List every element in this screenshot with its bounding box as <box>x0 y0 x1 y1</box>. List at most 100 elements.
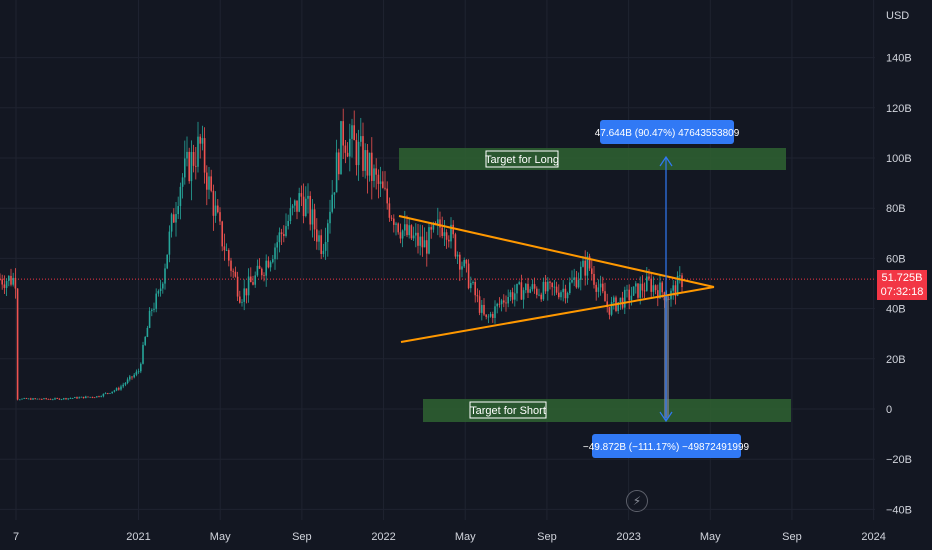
candle-body <box>452 224 454 235</box>
candle-body <box>265 260 267 276</box>
candle-body <box>21 398 23 400</box>
candle-body <box>43 398 45 400</box>
candle-body <box>113 390 116 392</box>
currency-label: USD <box>886 10 909 22</box>
candle-body <box>373 168 375 181</box>
candle-body <box>131 376 133 378</box>
candle-body <box>450 224 452 242</box>
candle-body <box>300 193 303 197</box>
candle-body <box>109 393 111 394</box>
candle-body <box>569 282 571 294</box>
candle-body <box>408 225 410 236</box>
candle-body <box>289 208 292 221</box>
candle-body <box>401 230 404 239</box>
candle-body <box>423 240 426 248</box>
candle-body <box>564 288 567 299</box>
candle-body <box>639 283 641 298</box>
candle-body <box>384 187 386 189</box>
candle-body <box>654 285 657 291</box>
candle-body <box>368 152 371 176</box>
candle-body <box>599 283 602 288</box>
candle-body <box>197 136 199 167</box>
candle-body <box>602 283 604 292</box>
candle-body <box>582 260 584 267</box>
candle-body <box>419 236 421 246</box>
candle-body <box>10 275 12 285</box>
candle-body <box>177 206 179 215</box>
candle-body <box>591 268 593 274</box>
candle-body <box>489 314 492 317</box>
candle-body <box>657 290 659 299</box>
candle-body <box>302 196 305 217</box>
candle-body <box>311 209 314 225</box>
candle-body <box>641 283 644 291</box>
candle-body <box>283 234 285 237</box>
candle-body <box>474 282 476 296</box>
candle-body <box>85 396 87 399</box>
grid-lines <box>0 0 876 520</box>
candle-body <box>679 275 681 277</box>
candle-body <box>340 121 342 175</box>
candle-body <box>362 136 364 171</box>
candle-body <box>166 254 168 269</box>
candle-body <box>291 205 294 209</box>
candle-body <box>210 176 212 191</box>
lightning-icon[interactable]: ⚡ <box>626 490 648 512</box>
short-measure-label: −49.872B (−111.17%) −49872491999 <box>583 442 750 453</box>
candle-body <box>184 158 186 178</box>
triangle-pattern <box>398 215 715 343</box>
candle-body <box>322 250 325 254</box>
candle-body <box>87 396 89 398</box>
candle-body <box>104 392 107 394</box>
candle-body <box>272 259 274 263</box>
candle-body <box>236 276 239 297</box>
candle-body <box>516 283 518 294</box>
candle-body <box>617 302 619 312</box>
candle-body <box>566 293 569 299</box>
candle-body <box>107 392 109 394</box>
candle-body <box>278 232 281 243</box>
candle-body <box>181 177 184 187</box>
candle-body <box>344 145 347 153</box>
candle-body <box>351 125 353 139</box>
candle-body <box>646 276 648 291</box>
candle-body <box>56 398 58 400</box>
candle-body <box>676 275 679 296</box>
candle-body <box>597 287 600 292</box>
candle-body <box>577 279 580 288</box>
candle-body <box>610 302 613 315</box>
candle-body <box>58 398 61 400</box>
candle-body <box>331 194 333 212</box>
candle-body <box>412 235 415 239</box>
candle-body <box>388 203 391 218</box>
candle-body <box>483 304 485 315</box>
candle-body <box>470 283 472 289</box>
candle-body <box>32 398 34 400</box>
candle-body <box>276 242 278 248</box>
x-tick-label: 7 <box>13 531 19 543</box>
y-tick-label: 120B <box>886 103 912 115</box>
candle-body <box>443 232 446 236</box>
candle-body <box>404 224 406 231</box>
candle-body <box>285 226 287 237</box>
candle-body <box>496 303 498 307</box>
y-tick-label: 40B <box>886 304 906 316</box>
candle-body <box>54 398 56 400</box>
candle-body <box>448 239 450 242</box>
candle-body <box>82 396 85 399</box>
candle-body <box>256 265 259 276</box>
candle-body <box>36 398 39 400</box>
candle-body <box>635 283 637 287</box>
candle-body <box>465 259 468 264</box>
candle-body <box>481 304 483 313</box>
x-axis: 7 2021 May Sep 2022 May Sep 2023 May Sep 2024 <box>13 531 886 543</box>
candle-body <box>544 281 547 292</box>
candle-body <box>144 336 146 345</box>
candle-body <box>573 277 575 280</box>
candle-body <box>228 250 230 261</box>
candle-body <box>45 398 47 400</box>
candle-body <box>153 308 155 310</box>
candle-body <box>632 286 635 296</box>
candle-body <box>355 140 358 166</box>
